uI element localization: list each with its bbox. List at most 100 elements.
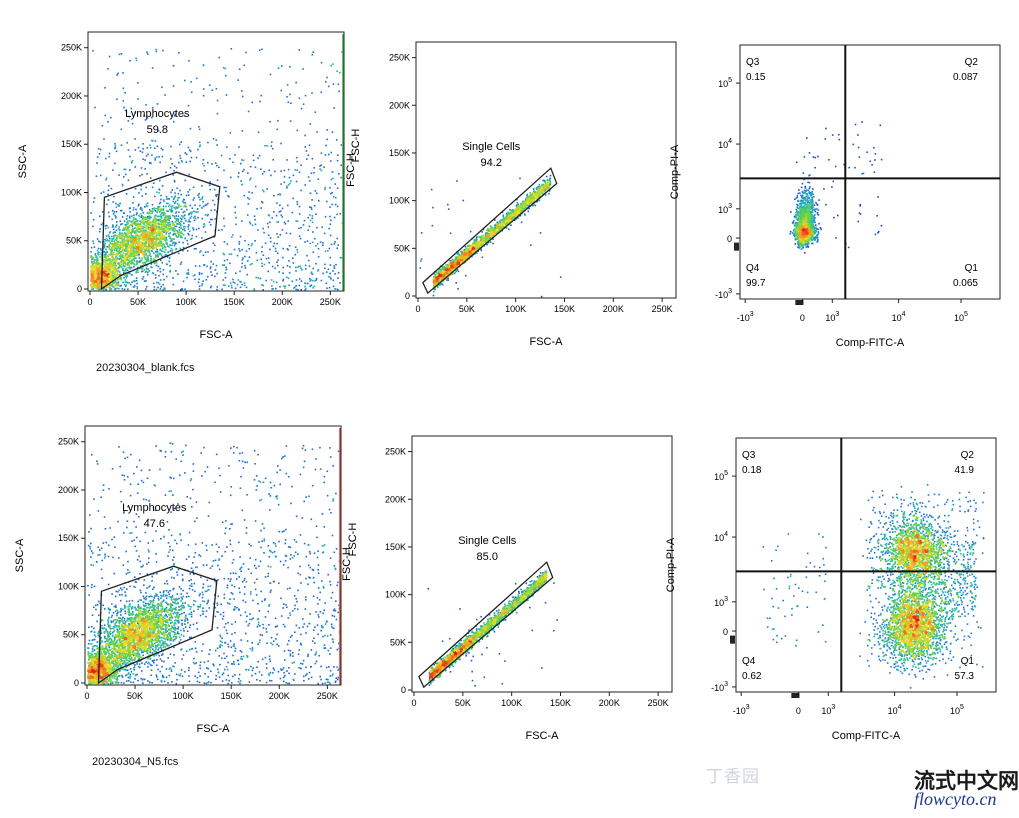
y-tick-label: 0 bbox=[77, 284, 82, 294]
x-axis-label: FSC-A bbox=[197, 723, 231, 735]
x-tick-label: 50K bbox=[130, 297, 146, 307]
right-axis-label: FSC-H bbox=[347, 523, 359, 557]
quadrant-name-q2: Q2 bbox=[965, 57, 979, 68]
y-tick-label: -103 bbox=[711, 681, 728, 693]
y-tick-label: 100K bbox=[61, 187, 82, 197]
file-name-n5: 20230304_N5.fcs bbox=[92, 756, 178, 768]
x-tick-label: 100K bbox=[505, 304, 526, 314]
y-axis-label: FSC-H bbox=[341, 547, 353, 581]
plot-4: 00 50K 50K 100K 100K 150K 150K 200K 200K 250K 250K… bbox=[341, 435, 673, 742]
right-axis-label: FSC-H bbox=[350, 129, 362, 163]
y-tick-label: 200K bbox=[385, 494, 406, 504]
quadrant-name-q1: Q1 bbox=[961, 656, 975, 667]
x-axis-label: Comp-FITC-A bbox=[836, 337, 905, 349]
y-axis-label: Comp-PI-A bbox=[665, 537, 677, 592]
x-axis-label: Comp-FITC-A bbox=[832, 730, 901, 742]
x-tick-label: 50K bbox=[459, 304, 475, 314]
quadrant-name-q3: Q3 bbox=[742, 450, 756, 461]
gate-polygon[interactable] bbox=[100, 171, 221, 291]
gate-name-label: Lymphocytes bbox=[122, 502, 187, 514]
x-tick-label: 150K bbox=[221, 691, 242, 701]
x-tick-label: 0 bbox=[411, 698, 416, 708]
y-tick-label: 104 bbox=[714, 531, 728, 543]
gate-name-label: Single Cells bbox=[458, 535, 517, 547]
y-tick-label: 100K bbox=[385, 590, 406, 600]
x-tick-label: 50K bbox=[127, 691, 143, 701]
gate-percent-label: 47.6 bbox=[144, 518, 165, 530]
x-tick-label: 200K bbox=[269, 691, 290, 701]
y-tick-label: 0 bbox=[723, 627, 728, 637]
x-axis-label: FSC-A bbox=[200, 329, 234, 341]
gate-polygon[interactable] bbox=[418, 561, 554, 689]
y-tick-label: 100K bbox=[389, 196, 410, 206]
quadrant-name-q4: Q4 bbox=[746, 263, 760, 274]
y-tick-label: -103 bbox=[715, 288, 732, 300]
plot-2: -103 0 103 104 105 -103 0 103 104 105 Comp-FITC-A C… bbox=[669, 44, 1001, 349]
x-tick-label: 200K bbox=[599, 698, 620, 708]
site-watermark-url: flowcyto.cn bbox=[914, 789, 996, 810]
y-tick-label: 250K bbox=[385, 447, 406, 457]
y-tick-label: 50K bbox=[394, 243, 410, 253]
x-tick-label: -103 bbox=[737, 311, 754, 323]
x-tick-label: 250K bbox=[652, 304, 673, 314]
y-tick-label: 104 bbox=[718, 138, 732, 150]
x-tick-label: 200K bbox=[603, 304, 624, 314]
plot-frame bbox=[87, 31, 345, 292]
x-tick-label: 50K bbox=[455, 698, 471, 708]
site-watermark-cn: 流式中文网 bbox=[914, 765, 1019, 795]
plot-frame bbox=[411, 435, 673, 693]
quadrant-percent-q4: 99.7 bbox=[746, 278, 766, 289]
x-tick-label: 100K bbox=[501, 698, 522, 708]
y-tick-label: 200K bbox=[61, 91, 82, 101]
x-tick-label: 103 bbox=[821, 704, 835, 716]
quadrant-percent-q2: 0.087 bbox=[953, 72, 978, 83]
quadrant-name-q3: Q3 bbox=[746, 57, 760, 68]
x-tick-label: 150K bbox=[224, 297, 245, 307]
gate-percent-label: 59.8 bbox=[147, 124, 168, 136]
gate-name-label: Lymphocytes bbox=[125, 108, 190, 120]
x-tick-label: 104 bbox=[892, 311, 906, 323]
x-tick-label: 104 bbox=[888, 704, 902, 716]
gate-name-label: Single Cells bbox=[462, 141, 521, 153]
y-tick-label: 50K bbox=[63, 630, 79, 640]
quadrant-percent-q1: 0.065 bbox=[953, 278, 978, 289]
y-tick-label: 0 bbox=[74, 678, 79, 688]
y-tick-label: 0 bbox=[405, 291, 410, 301]
plot-frame bbox=[735, 437, 997, 693]
gate-polygon[interactable] bbox=[97, 565, 218, 685]
quadrant-name-q2: Q2 bbox=[961, 450, 975, 461]
plot-frame bbox=[739, 44, 1001, 300]
x-axis-label: FSC-A bbox=[530, 336, 564, 348]
x-tick-label: 0 bbox=[87, 297, 92, 307]
y-tick-label: 0 bbox=[727, 234, 732, 244]
quadrant-percent-q3: 0.18 bbox=[742, 465, 762, 476]
x-tick-label: 105 bbox=[950, 704, 964, 716]
y-tick-label: 0 bbox=[401, 685, 406, 695]
quadrant-percent-q4: 0.62 bbox=[742, 671, 762, 682]
y-tick-label: 250K bbox=[389, 53, 410, 63]
y-axis-label: SSC-A bbox=[17, 144, 29, 178]
x-tick-label: 0 bbox=[84, 691, 89, 701]
y-tick-label: 200K bbox=[389, 100, 410, 110]
x-tick-label: 250K bbox=[320, 297, 341, 307]
gate-percent-label: 85.0 bbox=[477, 551, 498, 563]
y-axis-label: SSC-A bbox=[14, 538, 26, 572]
y-tick-label: 250K bbox=[61, 43, 82, 53]
quadrant-percent-q1: 57.3 bbox=[955, 671, 975, 682]
gate-percent-label: 94.2 bbox=[481, 157, 502, 169]
y-tick-label: 150K bbox=[61, 139, 82, 149]
quadrant-percent-q2: 41.9 bbox=[955, 465, 975, 476]
x-tick-label: 150K bbox=[550, 698, 571, 708]
x-tick-label: 103 bbox=[825, 311, 839, 323]
y-axis-label: Comp-PI-A bbox=[669, 144, 681, 199]
y-tick-label: 200K bbox=[58, 485, 79, 495]
x-tick-label: 0 bbox=[415, 304, 420, 314]
x-tick-label: 100K bbox=[176, 297, 197, 307]
quadrant-percent-q3: 0.15 bbox=[746, 72, 766, 83]
y-tick-label: 100K bbox=[58, 581, 79, 591]
x-tick-label: 250K bbox=[648, 698, 669, 708]
x-tick-label: -103 bbox=[733, 704, 750, 716]
y-tick-label: 105 bbox=[714, 470, 728, 482]
gate-polygon[interactable] bbox=[422, 167, 558, 295]
